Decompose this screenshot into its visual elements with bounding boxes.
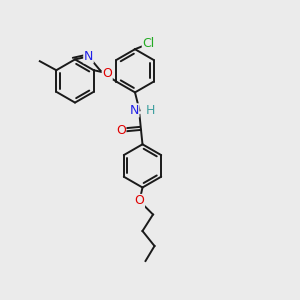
Text: O: O	[116, 124, 126, 137]
Text: N: N	[130, 104, 139, 117]
Text: O: O	[102, 67, 112, 80]
Text: O: O	[135, 194, 144, 208]
Text: H: H	[146, 104, 155, 117]
Text: N: N	[84, 50, 93, 63]
Text: Cl: Cl	[142, 37, 154, 50]
